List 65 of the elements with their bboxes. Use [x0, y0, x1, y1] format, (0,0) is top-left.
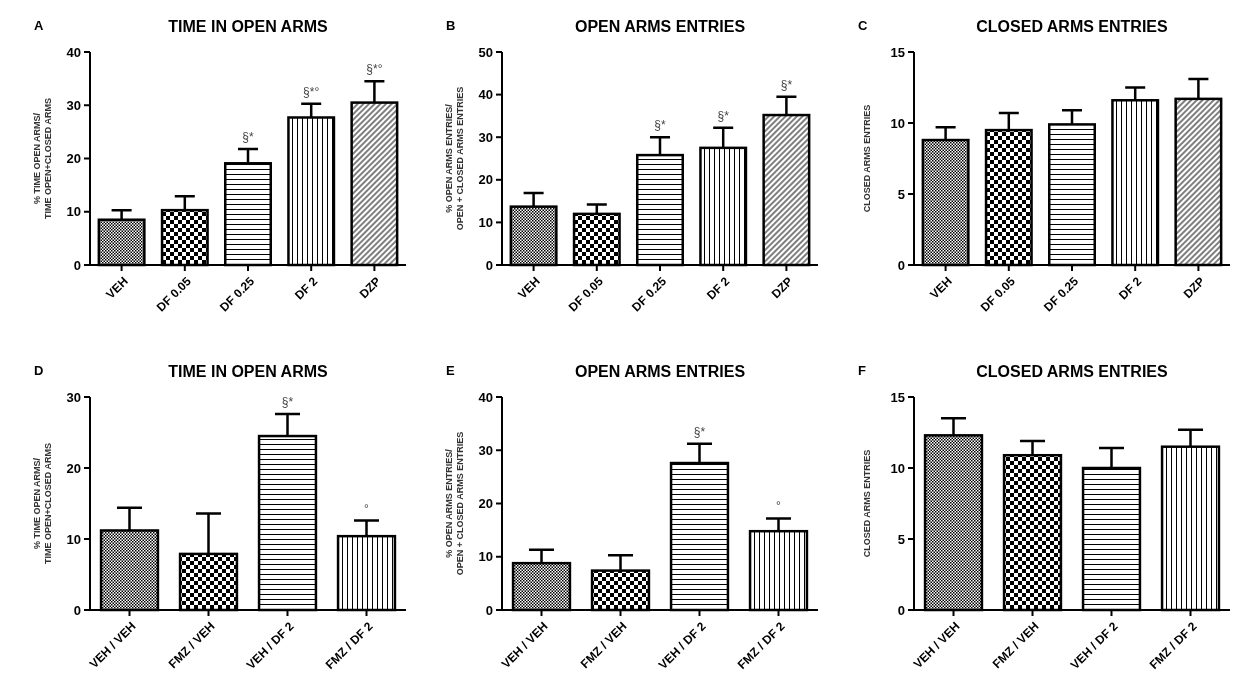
- chart-title: OPEN ARMS ENTRIES: [574, 363, 746, 380]
- y-tick-label: 30: [478, 129, 493, 145]
- y-tick-label: 0: [485, 257, 493, 273]
- text: E: [446, 363, 455, 378]
- y-axis-title: % TIME OPEN ARMS/ TIME OPEN+CLOSED ARMS: [32, 98, 53, 219]
- x-tick-label: DF 2: [1116, 273, 1145, 303]
- chart-title: CLOSED ARMS ENTRIES: [976, 18, 1169, 35]
- x-tick-label: DF 0.05: [153, 273, 195, 315]
- annotation: °: [776, 499, 782, 514]
- y-axis-title: % OPEN ARMS ENTRIES/ OPEN + CLOSED ARMS ENTRIES: [444, 431, 465, 576]
- y-tick-label: 10: [890, 460, 905, 476]
- chart-title: OPEN ARMS ENTRIES: [574, 18, 746, 35]
- y-axis-title: CLOSED ARMS ENTRIES: [862, 449, 872, 558]
- y-tick-label: 5: [897, 186, 905, 202]
- text: A: [34, 18, 44, 33]
- y-tick-label: 0: [73, 257, 81, 273]
- x-tick-label: DF 0.25: [217, 273, 258, 315]
- y-tick-label: 20: [478, 172, 493, 188]
- y-tick-label: 5: [897, 531, 905, 547]
- chart-title: CLOSED ARMS ENTRIES: [976, 363, 1169, 380]
- x-tick-label: DF 2: [704, 273, 733, 303]
- y-tick-label: 15: [890, 44, 905, 60]
- annotation: §*: [693, 424, 706, 439]
- y-tick-label: 0: [897, 602, 905, 618]
- y-tick-label: 10: [66, 531, 81, 547]
- x-tick-label: DF 0.25: [1041, 273, 1082, 315]
- x-tick-label: DF 2: [292, 273, 321, 303]
- text: F: [858, 363, 866, 378]
- y-tick-label: 0: [897, 257, 905, 273]
- annotation: §*: [717, 108, 730, 123]
- y-tick-label: 0: [485, 602, 493, 618]
- y-tick-label: 10: [478, 214, 493, 230]
- x-tick-label: DF 0.25: [629, 273, 670, 315]
- annotation: §*°: [303, 84, 320, 99]
- y-tick-label: 15: [890, 389, 905, 405]
- text: B: [446, 18, 456, 33]
- text: D: [34, 363, 44, 378]
- x-tick-label: DF 0.05: [565, 273, 607, 315]
- y-tick-label: 10: [478, 549, 493, 565]
- y-axis-title: CLOSED ARMS ENTRIES: [862, 104, 872, 213]
- annotation: °: [364, 501, 370, 516]
- y-tick-label: 50: [478, 44, 493, 60]
- y-axis-title: % OPEN ARMS ENTRIES/ OPEN + CLOSED ARMS ENTRIES: [444, 86, 465, 231]
- chart-title: TIME IN OPEN ARMS: [168, 363, 329, 380]
- y-tick-label: 20: [66, 151, 81, 167]
- annotation: §*: [780, 77, 793, 92]
- y-tick-label: 30: [66, 389, 81, 405]
- y-tick-label: 0: [73, 602, 81, 618]
- text: C: [858, 18, 868, 33]
- annotation: §*: [242, 129, 254, 144]
- chart-title: TIME IN OPEN ARMS: [168, 18, 329, 35]
- y-tick-label: 20: [66, 460, 81, 476]
- annotation: §*: [654, 118, 666, 133]
- y-tick-label: 40: [478, 389, 493, 405]
- y-tick-label: 20: [478, 496, 493, 512]
- annotation: §*: [281, 395, 294, 410]
- x-tick-label: DF 0.05: [977, 273, 1019, 315]
- annotation: §*°: [366, 62, 383, 77]
- y-tick-label: 10: [66, 204, 81, 220]
- y-tick-label: 10: [890, 115, 905, 131]
- y-tick-label: 40: [66, 44, 81, 60]
- y-tick-label: 40: [478, 87, 493, 103]
- y-tick-label: 30: [478, 442, 493, 458]
- y-tick-label: 30: [66, 97, 81, 113]
- y-axis-title: % TIME OPEN ARMS/ TIME OPEN+CLOSED ARMS: [32, 443, 53, 564]
